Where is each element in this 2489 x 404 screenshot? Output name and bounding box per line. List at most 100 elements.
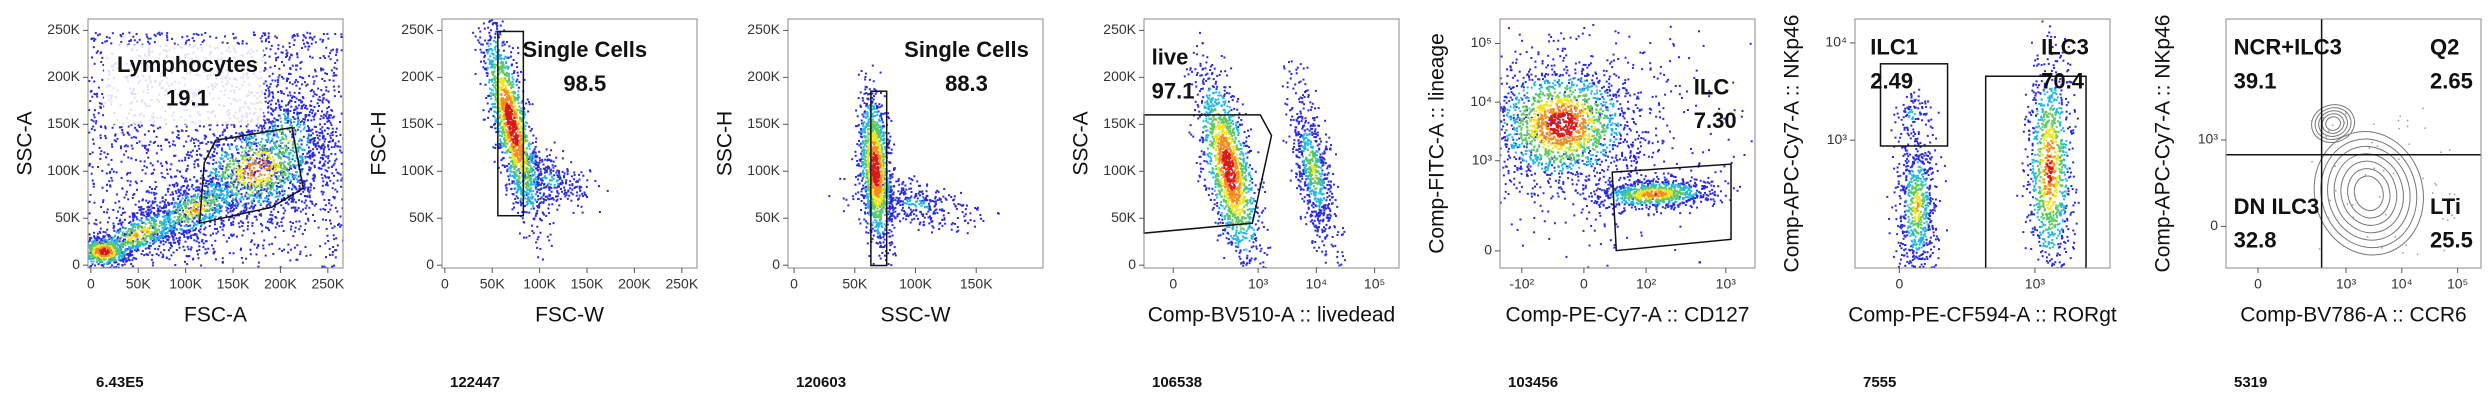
event-dot [165,223,168,226]
event-dot [107,243,110,246]
event-dot [598,211,601,213]
panel: 0 50K 100K 150K 200K 250K050K100K150K200K250K… [14,18,345,391]
event-dot [125,190,128,193]
event-dot [140,180,143,183]
event-dot [146,229,149,232]
event-dot [278,74,281,77]
event-dot [166,36,169,39]
event-dot [332,79,335,82]
event-dot [589,170,592,173]
event-dot [211,193,214,196]
event-dot [102,245,105,247]
event-dot [243,154,246,157]
event-dot [164,236,167,239]
event-dot [216,185,219,188]
event-dot [111,247,113,250]
event-dot [93,93,96,95]
event-dot [112,209,115,211]
event-dot [200,240,203,243]
event-dot [249,182,252,185]
event-dot [117,210,119,213]
event-dot [145,215,148,218]
event-dot [321,99,324,102]
event-dot [253,215,256,218]
event-dot [94,109,96,112]
event-dot [288,198,290,201]
event-dot [183,192,186,195]
event-dot [280,179,283,182]
event-dot [101,42,104,44]
event-dot [271,214,274,217]
event-dot [294,101,297,103]
event-dot [295,105,298,108]
event-dot [203,158,206,161]
event-dot [197,144,200,147]
event-dot [217,171,220,174]
event-dot [112,222,115,225]
event-dot [178,213,181,215]
event-dot [278,192,281,195]
event-dot [278,151,281,154]
event-dot [241,221,244,224]
event-dot [135,239,138,242]
event-dot [241,182,244,185]
event-dot [121,221,124,224]
event-dot [230,215,233,218]
event-dot [270,178,273,181]
event-dot [168,209,171,212]
event-dot [319,38,322,41]
event-dot [172,198,175,201]
event-dot [153,193,156,196]
event-dot [295,84,298,87]
event-dot [248,212,251,215]
event-dot [131,258,134,261]
event-dot [534,151,537,154]
event-dot [271,222,274,225]
event-dot [196,235,199,238]
event-dot [263,165,266,168]
event-dot [197,220,200,223]
event-dot [247,138,250,141]
event-dot [154,238,157,241]
event-dot [189,214,192,217]
event-dot [296,180,299,183]
event-dot [168,220,171,223]
event-dot [211,180,214,183]
event-dot [296,128,299,131]
event-dot [133,235,135,238]
event-dot [118,230,121,233]
event-dot [327,90,330,93]
event-dot [178,159,181,162]
event-dot [290,165,293,168]
event-dot [171,225,174,228]
event-dot [235,235,238,238]
event-dot [113,246,116,248]
event-dot [294,174,297,177]
event-dot [261,159,264,162]
event-dot [275,164,278,167]
event-dot [189,151,192,154]
event-dot [202,242,205,245]
event-dot [176,130,179,132]
event-dot [139,219,142,222]
event-dot [167,235,170,238]
event-dot [211,244,213,247]
event-dot [263,239,266,242]
event-dot [269,83,272,86]
event-dot [111,179,114,182]
event-dot [269,201,272,204]
event-dot [265,47,268,50]
event-dot [268,55,271,58]
event-dot [217,211,220,214]
event-dot [174,264,177,266]
event-dot [245,202,248,205]
event-dot [262,145,265,148]
event-dot [132,219,135,222]
event-dot [298,155,301,158]
event-dot [100,206,103,209]
event-dot [150,222,153,225]
event-dot [127,156,130,159]
event-dot [255,138,258,141]
event-dot [176,240,179,243]
event-dot [253,158,256,161]
